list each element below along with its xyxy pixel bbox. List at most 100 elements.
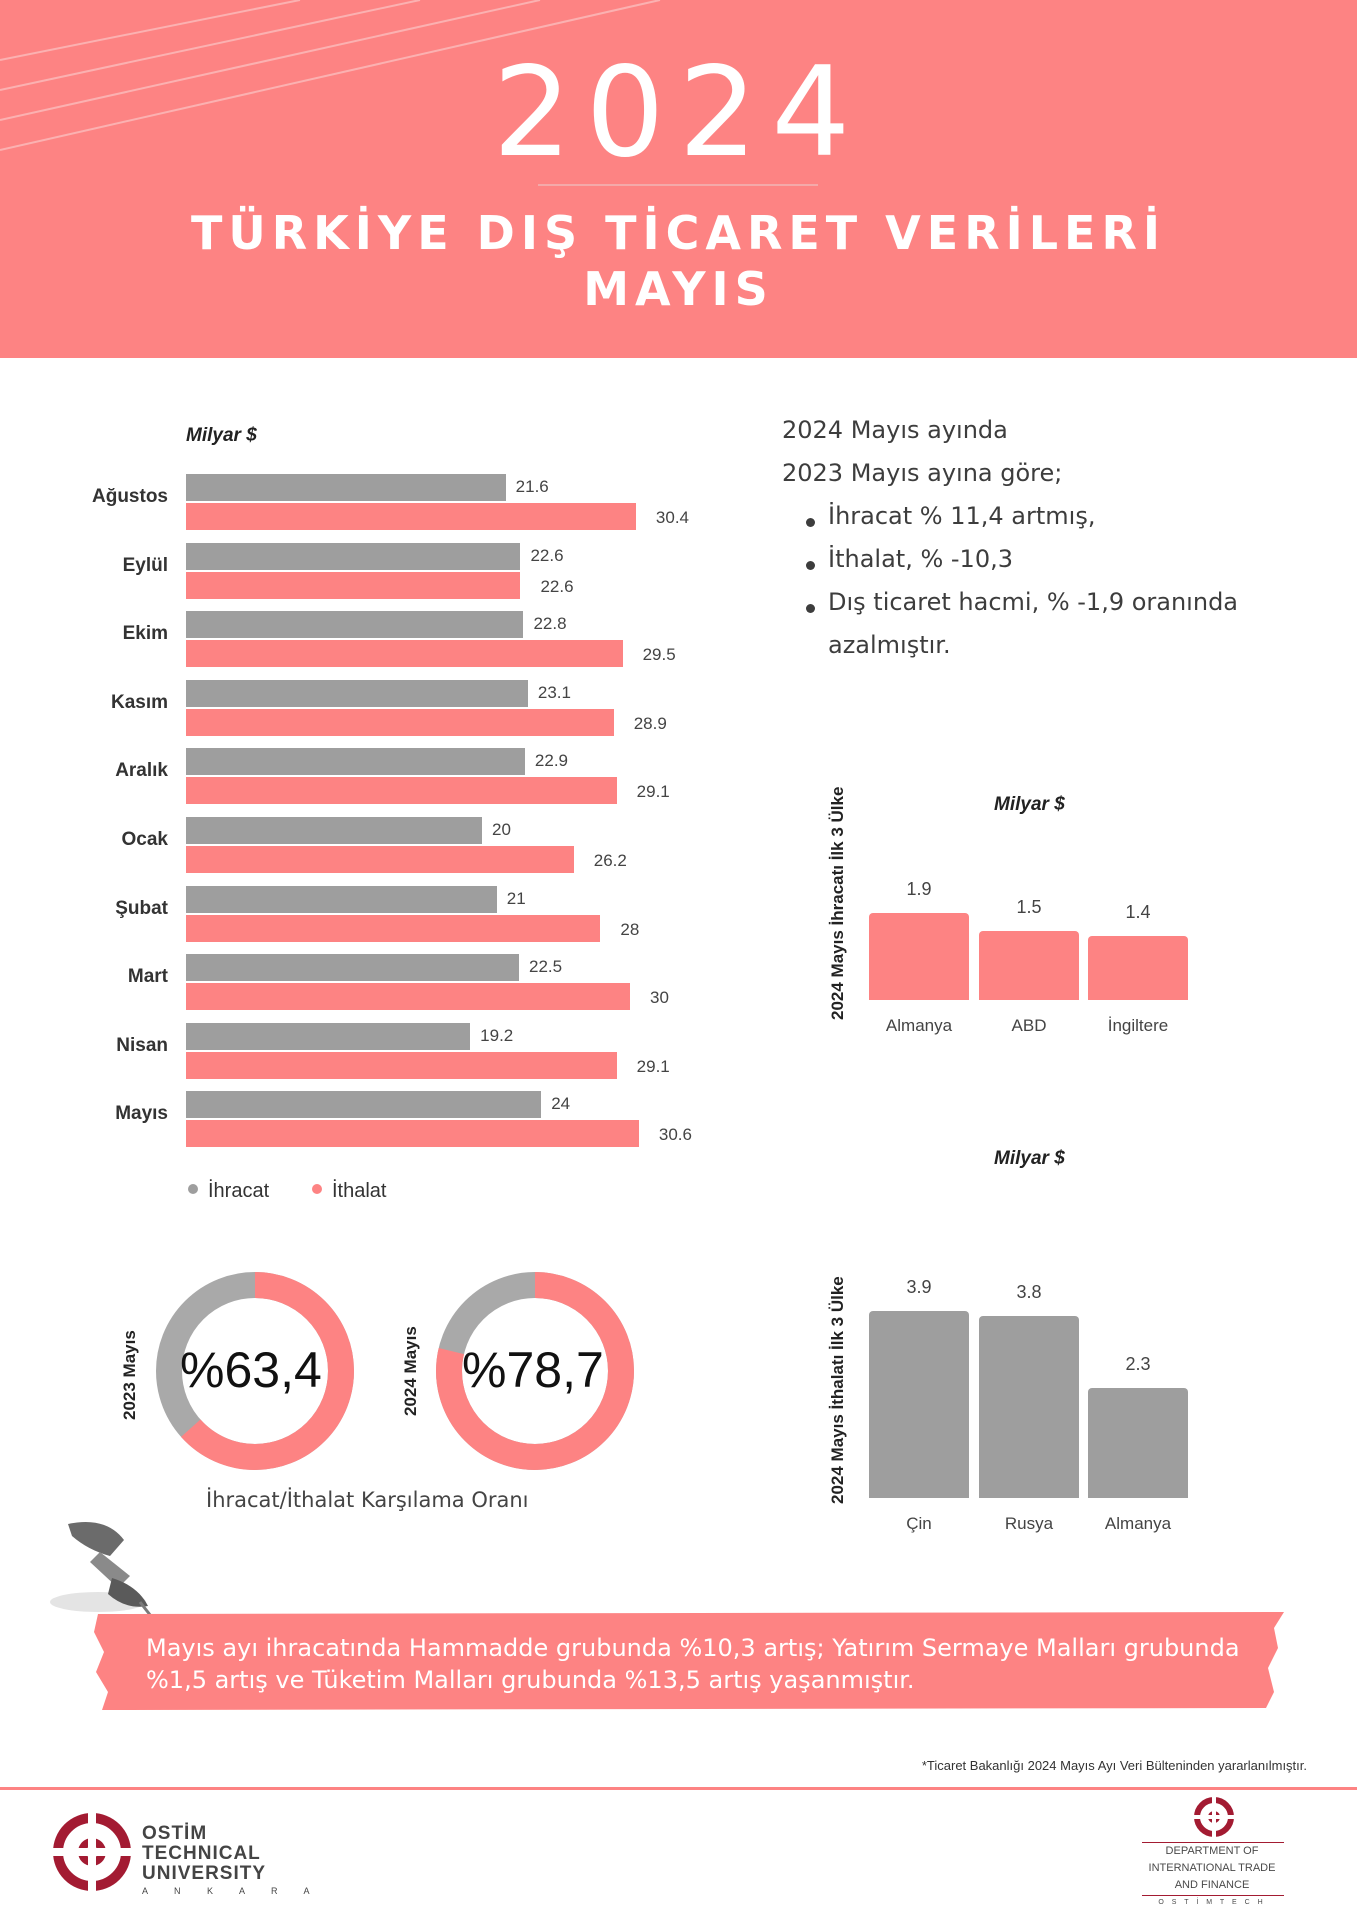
bullet-dot bbox=[806, 518, 815, 527]
import-value: 29.5 bbox=[642, 645, 676, 665]
month-label: Eylül bbox=[122, 554, 168, 576]
header-divider bbox=[538, 184, 818, 186]
country-bar bbox=[1088, 935, 1188, 1000]
country-bar bbox=[979, 931, 1079, 1000]
month-label: Mart bbox=[127, 966, 168, 988]
country-value: 3.8 bbox=[1016, 1281, 1042, 1302]
footer-divider bbox=[0, 1787, 1357, 1790]
export-bar bbox=[186, 885, 497, 913]
month-label: Ocak bbox=[121, 829, 168, 850]
export-value: 20 bbox=[492, 820, 511, 839]
legend-import-dot bbox=[312, 1183, 322, 1194]
ostim-name-line4: A N K A R A bbox=[142, 1886, 322, 1896]
donut-2023-label: 2023 Mayıs bbox=[120, 1330, 139, 1420]
export-bar bbox=[186, 679, 528, 707]
decorative-stripes bbox=[0, 0, 661, 151]
dept-line1: DEPARTMENT OF bbox=[1165, 1845, 1259, 1857]
country-label: Rusya bbox=[1004, 1514, 1054, 1533]
ostim-logo-icon bbox=[52, 1812, 132, 1892]
donut-2023-arc bbox=[156, 1272, 354, 1470]
dept-logo-icon bbox=[1193, 1796, 1235, 1838]
country-bar bbox=[869, 912, 969, 1000]
country-bar bbox=[1088, 1387, 1188, 1498]
import-bar bbox=[186, 1051, 617, 1079]
month-label: Mayıs bbox=[115, 1103, 168, 1125]
import-bar bbox=[186, 640, 623, 668]
header-subtitle: MAYIS bbox=[583, 262, 774, 316]
month-label: Şubat bbox=[115, 897, 168, 919]
monthly-chart-unit: Milyar $ bbox=[186, 425, 257, 446]
export-top3-title: 2024 Mayıs İhracatı İlk 3 Ülke bbox=[828, 786, 847, 1020]
country-bar bbox=[979, 1315, 1079, 1498]
export-bar bbox=[186, 474, 506, 501]
banner-text: Mayıs ayı ihracatında Hammadde grubunda … bbox=[146, 1634, 1240, 1694]
country-label: Almanya bbox=[885, 1016, 953, 1035]
import-value: 29.1 bbox=[636, 1056, 670, 1076]
month-label: Aralık bbox=[115, 760, 168, 782]
import-value: 22.6 bbox=[540, 576, 574, 596]
source-footnote: *Ticaret Bakanlığı 2024 Mayıs Ayı Veri B… bbox=[921, 1758, 1307, 1773]
export-value: 23.1 bbox=[537, 682, 571, 702]
donut-2023-value: %63,4 bbox=[180, 1342, 322, 1398]
import-bar bbox=[186, 708, 614, 736]
import-bar bbox=[186, 983, 630, 1011]
export-value: 22.5 bbox=[529, 957, 563, 977]
header-year: 2024 bbox=[492, 41, 865, 185]
month-label: Ağustos bbox=[92, 486, 168, 507]
summary-bullet-volume-cont: azalmıştır. bbox=[828, 631, 951, 659]
import-value: 29.1 bbox=[636, 782, 670, 802]
donut-2024-arc bbox=[436, 1272, 634, 1470]
summary-line2: 2023 Mayıs ayına göre; bbox=[782, 459, 1063, 487]
legend-export-dot bbox=[188, 1183, 198, 1194]
month-label: Nisan bbox=[116, 1034, 168, 1056]
export-value: 22.6 bbox=[530, 545, 564, 565]
summary-bullet-export: İhracat % 11,4 artmış, bbox=[828, 502, 1096, 530]
export-value: 22.9 bbox=[534, 751, 568, 771]
export-value: 22.8 bbox=[533, 614, 567, 634]
import-value: 26.2 bbox=[593, 851, 627, 870]
country-bar bbox=[869, 1310, 969, 1498]
legend-import-label: İthalat bbox=[332, 1180, 387, 1202]
country-label: Çin bbox=[906, 1514, 932, 1533]
country-value: 1.9 bbox=[906, 878, 932, 899]
dept-line3: AND FINANCE bbox=[1174, 1879, 1250, 1891]
ostim-name-line3: UNIVERSITY bbox=[142, 1863, 267, 1884]
summary-bullet-import: İthalat, % -10,3 bbox=[828, 545, 1013, 573]
legend-export-label: İhracat bbox=[208, 1180, 270, 1202]
dept-rule-bottom bbox=[1142, 1895, 1284, 1896]
export-bar bbox=[186, 817, 482, 844]
export-top3-unit: Milyar $ bbox=[994, 794, 1065, 815]
dept-line2: INTERNATIONAL TRADE bbox=[1148, 1862, 1276, 1874]
export-bar bbox=[186, 611, 524, 639]
dept-rule-top bbox=[1142, 1842, 1284, 1843]
bullet-dot bbox=[806, 561, 815, 570]
summary-bullet-volume: Dış ticaret hacmi, % -1,9 oranında bbox=[828, 588, 1239, 616]
legend-export: İhracat bbox=[188, 1180, 269, 1203]
import-top3-title: 2024 Mayıs İthalatı İlk 3 Ülke bbox=[828, 1276, 847, 1504]
import-value: 30 bbox=[650, 988, 669, 1008]
coverage-caption: İhracat/İthalat Karşılama Oranı bbox=[206, 1488, 529, 1512]
import-value: 28 bbox=[620, 919, 640, 939]
legend-import: İthalat bbox=[312, 1180, 386, 1203]
header-title: TÜRKİYE DIŞ TİCARET VERİLERİ bbox=[190, 206, 1167, 260]
export-bar bbox=[186, 748, 525, 776]
banner-background bbox=[94, 1612, 1284, 1710]
export-value: 24 bbox=[551, 1094, 571, 1114]
import-bar bbox=[186, 571, 521, 599]
import-bar bbox=[186, 914, 601, 942]
export-bar bbox=[186, 542, 521, 570]
header-banner: 2024 TÜRKİYE DIŞ TİCARET VERİLERİ MAYIS bbox=[0, 0, 1357, 358]
country-value: 3.9 bbox=[906, 1276, 932, 1297]
ostim-name-line2: TECHNICAL bbox=[142, 1843, 261, 1864]
month-label: Ekim bbox=[122, 623, 168, 645]
ostim-name-line1: OSTİM bbox=[142, 1823, 208, 1844]
donut-2024-value: %78,7 bbox=[462, 1342, 604, 1398]
import-value: 30.6 bbox=[658, 1125, 692, 1145]
import-bar bbox=[186, 777, 617, 805]
import-top3-unit: Milyar $ bbox=[994, 1148, 1065, 1169]
import-bar bbox=[186, 1120, 639, 1148]
donut-2024 bbox=[436, 1272, 634, 1470]
import-value: 30.4 bbox=[655, 508, 689, 527]
import-bar bbox=[186, 503, 636, 530]
month-label: Kasım bbox=[110, 691, 168, 713]
